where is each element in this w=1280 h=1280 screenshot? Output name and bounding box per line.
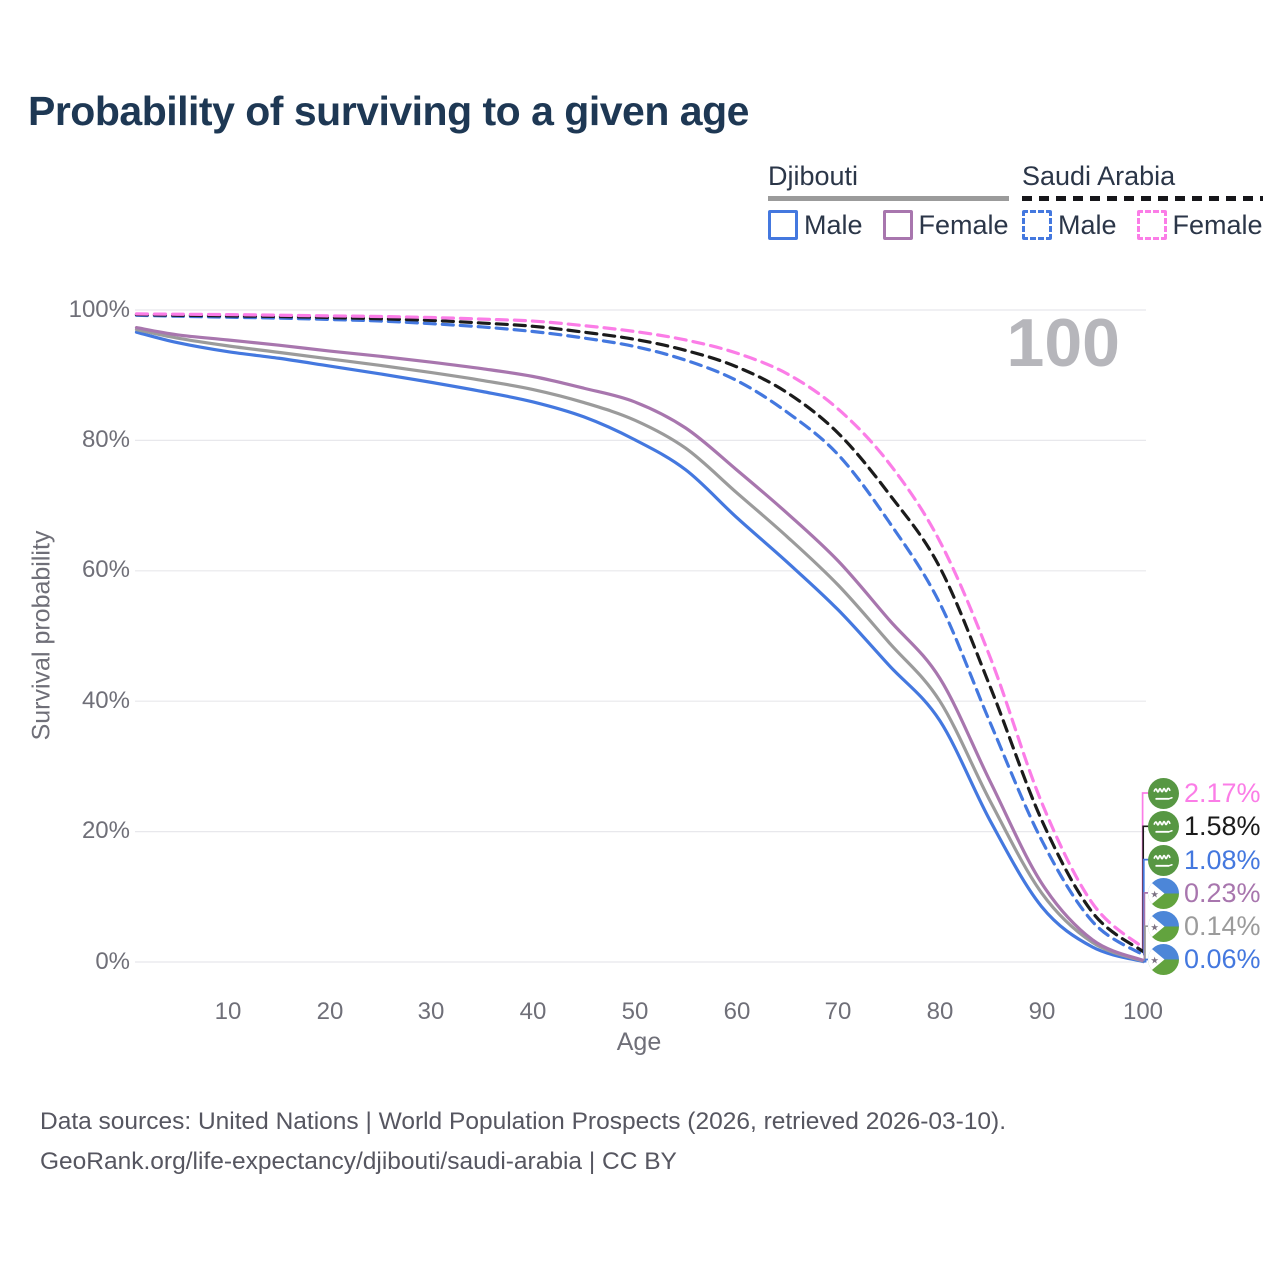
- data-sources-note: Data sources: United Nations | World Pop…: [40, 1108, 1007, 1135]
- x-tick-40: 40: [519, 998, 547, 1025]
- legend-header-djibouti: Djibouti: [768, 161, 859, 191]
- saudi-arabia-dashed-line-swatch: [1022, 196, 1263, 201]
- svg-text:★: ★: [1150, 889, 1159, 900]
- series-line-saudi-arabia-male[interactable]: [134, 313, 1145, 957]
- legend-label: Male: [1058, 209, 1117, 240]
- legend-item-djibouti-female[interactable]: Female: [882, 209, 1009, 241]
- x-tick-30: 30: [417, 998, 445, 1025]
- legend-group-saudi-arabia: Saudi Arabia Male Female: [1022, 161, 1263, 241]
- saudi-arabia-flag-icon: [1148, 777, 1179, 809]
- legend-header-saudi-arabia: Saudi Arabia: [1022, 161, 1176, 191]
- legend-item-djibouti-male[interactable]: Male: [768, 210, 863, 241]
- end-value: 2.17%: [1184, 777, 1261, 808]
- djibouti-solid-line-swatch: [768, 196, 1009, 201]
- legend-label: Female: [1172, 209, 1263, 240]
- saudi-arabia-flag-icon: [1148, 844, 1179, 876]
- y-tick-60: 60%: [81, 556, 130, 583]
- end-label-saudi-female: 2.17%: [1148, 777, 1261, 809]
- djibouti-flag-icon: ★: [1148, 877, 1179, 909]
- series-line-djibouti-both-sexes[interactable]: [134, 327, 1145, 963]
- end-value: 1.08%: [1184, 844, 1261, 875]
- x-tick-60: 60: [723, 998, 751, 1025]
- djibouti-flag-icon: ★: [1148, 943, 1179, 975]
- x-tick-20: 20: [316, 998, 344, 1025]
- end-label-djibouti-both: ★ 0.14%: [1148, 910, 1261, 942]
- legend-label: Female: [918, 209, 1009, 240]
- x-axis-title: Age: [616, 1028, 662, 1056]
- plot-area: 100: [134, 305, 1151, 964]
- saudi-arabia-female-swatch-icon: [1136, 210, 1167, 240]
- legend-item-saudi-arabia-female[interactable]: Female: [1136, 209, 1263, 241]
- age-watermark: 100: [1007, 305, 1120, 381]
- svg-text:★: ★: [1150, 922, 1159, 933]
- legend-item-saudi-arabia-male[interactable]: Male: [1022, 210, 1117, 241]
- y-axis-title: Survival probability: [27, 530, 56, 741]
- attribution-note: GeoRank.org/life-expectancy/djibouti/sau…: [40, 1148, 677, 1175]
- legend-group-djibouti: Djibouti Male Female: [768, 161, 1009, 241]
- y-tick-40: 40%: [81, 687, 130, 714]
- series-line-saudi-arabia-female[interactable]: [134, 312, 1145, 950]
- page-title: Probability of surviving to a given age: [28, 88, 749, 134]
- saudi-arabia-male-swatch-icon: [1022, 210, 1052, 240]
- end-label-saudi-male: 1.08%: [1148, 844, 1261, 876]
- x-tick-70: 70: [824, 998, 852, 1025]
- end-label-djibouti-female: ★ 0.23%: [1148, 877, 1261, 909]
- svg-text:★: ★: [1150, 955, 1159, 966]
- end-value: 0.14%: [1184, 910, 1261, 941]
- y-tick-80: 80%: [81, 426, 130, 453]
- series-line-djibouti-female[interactable]: [134, 326, 1145, 963]
- djibouti-male-swatch-icon: [768, 210, 798, 240]
- end-value: 1.58%: [1184, 810, 1261, 841]
- end-value: 0.23%: [1184, 877, 1261, 908]
- djibouti-female-swatch-icon: [882, 210, 913, 240]
- y-tick-100: 100%: [68, 296, 130, 323]
- saudi-arabia-flag-icon: [1148, 810, 1179, 842]
- end-label-djibouti-male: ★ 0.06%: [1148, 943, 1261, 975]
- x-tick-90: 90: [1028, 998, 1056, 1025]
- end-value: 0.06%: [1184, 943, 1261, 974]
- series-line-saudi-arabia-both-sexes[interactable]: [134, 312, 1145, 954]
- end-label-saudi-both: 1.58%: [1148, 810, 1261, 842]
- djibouti-flag-icon: ★: [1148, 910, 1179, 942]
- y-tick-0: 0%: [95, 948, 130, 975]
- x-tick-80: 80: [926, 998, 954, 1025]
- x-tick-50: 50: [621, 998, 649, 1025]
- x-tick-10: 10: [214, 998, 242, 1025]
- legend-label: Male: [804, 209, 863, 240]
- y-tick-20: 20%: [81, 817, 130, 844]
- series-line-djibouti-male[interactable]: [134, 330, 1145, 964]
- x-tick-100: 100: [1122, 998, 1164, 1025]
